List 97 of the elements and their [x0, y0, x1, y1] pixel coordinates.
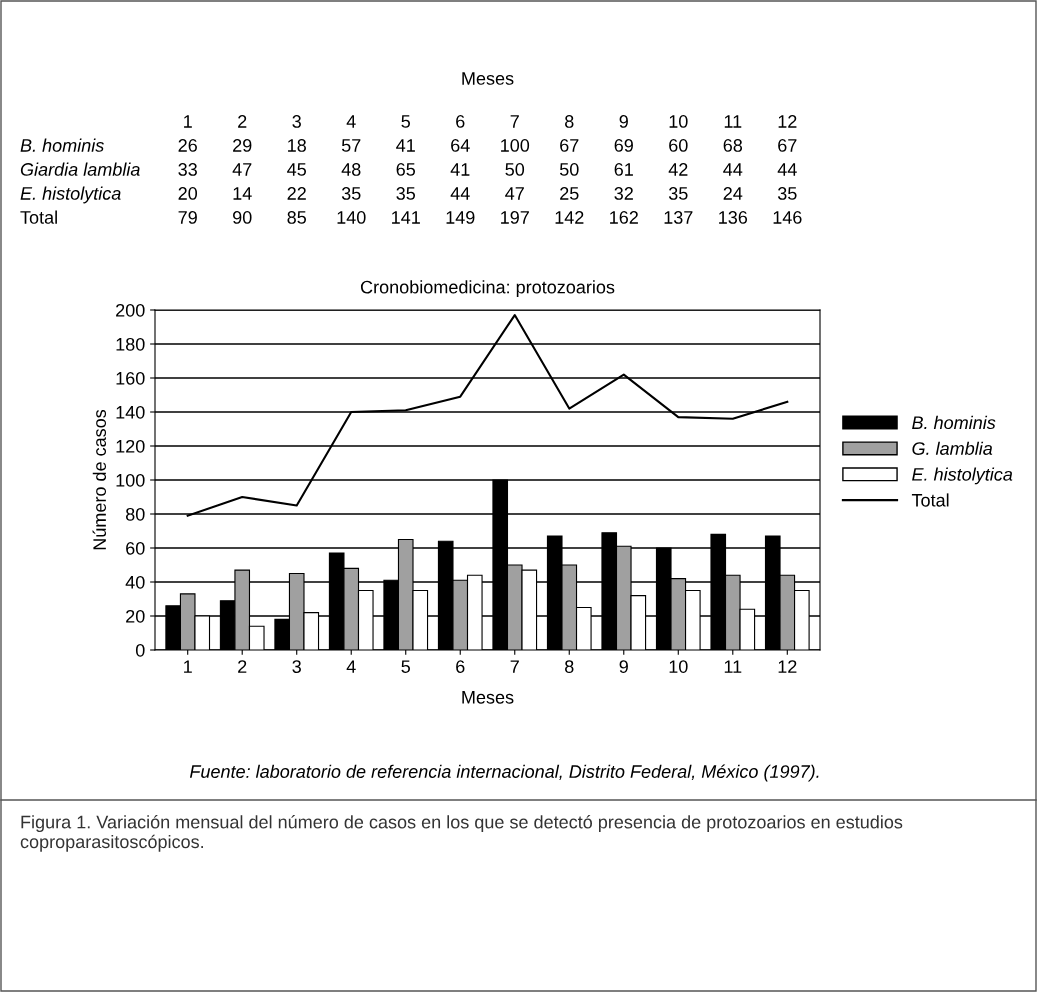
x-tick-label: 2	[238, 660, 247, 673]
data-label: 14	[233, 187, 252, 200]
x-tick-label: 11	[724, 660, 742, 673]
data-label: 69	[614, 139, 633, 152]
data-label: 90	[233, 211, 252, 224]
data-label: 67	[560, 139, 579, 152]
y-tick-label: 200	[116, 303, 145, 317]
x-tick-label: 7	[510, 660, 519, 673]
category-label: 7	[510, 115, 519, 128]
y-tick-label: 180	[116, 337, 145, 351]
data-label: 35	[777, 187, 797, 200]
data-label: 41	[396, 139, 415, 152]
data-label: 50	[505, 163, 525, 176]
category-label: 5	[401, 115, 410, 128]
data-label: 146	[773, 211, 802, 224]
data-label: 33	[178, 163, 197, 176]
data-label: 35	[668, 187, 688, 200]
data-label: 44	[723, 163, 743, 176]
data-label: 18	[288, 139, 306, 152]
y-tick-label: 160	[116, 371, 145, 385]
data-label: 26	[178, 139, 197, 152]
category-label: 12	[778, 115, 797, 128]
source-note: Fuente: laboratorio de referencia internacional, Distrito Federal, México (1997).	[189, 764, 819, 782]
category-label: 8	[565, 115, 574, 128]
data-label: 140	[337, 211, 366, 224]
category-label: 6	[456, 115, 465, 128]
y-tick-label: 120	[116, 439, 145, 453]
category-label: 2	[238, 115, 247, 128]
x-tick-label: 1	[184, 660, 192, 673]
data-label: 45	[287, 163, 307, 176]
data-label: 64	[451, 139, 470, 152]
data-label: 61	[614, 163, 633, 176]
x-tick-label: 10	[669, 660, 688, 673]
data-label: 47	[505, 187, 524, 200]
data-label: 57	[341, 139, 361, 152]
data-label: 35	[341, 187, 361, 200]
data-label: 162	[610, 211, 638, 224]
legend-label: E. histolytica	[912, 467, 1013, 485]
legend-label: G. lamblia	[912, 441, 993, 455]
x-tick-label: 3	[292, 660, 301, 673]
data-label: 32	[614, 187, 633, 200]
x-tick-label: 5	[401, 660, 410, 673]
data-label: 68	[723, 139, 743, 152]
legend-label: Total	[911, 493, 949, 507]
data-label: 137	[664, 211, 693, 224]
x-axis-title: Meses	[462, 691, 514, 704]
category-label: 1	[184, 115, 192, 128]
category-label: 3	[292, 115, 301, 128]
data-label: 47	[232, 163, 252, 176]
data-label: 60	[669, 139, 688, 152]
text: Figura 1. Variación mensual del número de casos en los que se detectó presencia de protozoarios en estudios coproparasitoscópicos.	[20, 815, 903, 852]
data-label: 197	[501, 211, 529, 224]
x-tick-label: 9	[619, 660, 628, 673]
data-label: 149	[446, 211, 475, 224]
data-label: 100	[501, 139, 530, 152]
legend-label: B. hominis	[912, 415, 996, 430]
y-tick-label: 20	[126, 609, 145, 623]
data-label: 50	[559, 163, 579, 176]
data-label: 79	[178, 211, 197, 224]
data-label: 44	[450, 187, 470, 200]
category-label: 9	[619, 115, 628, 128]
y-tick-label: 40	[125, 575, 145, 589]
y-tick-label: 80	[125, 507, 145, 521]
data-label: 142	[555, 211, 584, 224]
data-label: 24	[723, 187, 743, 200]
x-tick-label: 4	[346, 660, 356, 673]
data-label: 35	[396, 187, 416, 200]
data-label: 22	[287, 187, 306, 200]
data-label: 29	[233, 139, 252, 152]
text: B. hominis	[20, 138, 104, 152]
data-label: 20	[178, 187, 198, 200]
y-tick-label: 0	[135, 643, 145, 657]
text: Total	[20, 210, 57, 224]
data-label: 25	[560, 187, 579, 200]
y-axis-title: Número de casos	[92, 409, 107, 550]
category-label: 11	[724, 115, 742, 128]
text: Meses	[462, 72, 514, 85]
category-label: 4	[346, 115, 356, 128]
data-label: 65	[396, 163, 416, 176]
data-label: 42	[668, 163, 688, 176]
data-label: 141	[392, 211, 420, 224]
data-label: 85	[287, 211, 307, 224]
x-tick-label: 8	[565, 660, 574, 673]
y-tick-label: 100	[116, 473, 145, 487]
category-label: 10	[669, 115, 688, 128]
x-tick-label: 12	[778, 660, 797, 673]
data-label: 48	[341, 163, 361, 176]
y-tick-label: 60	[126, 541, 145, 555]
data-label: 44	[777, 163, 797, 176]
data-label: 136	[719, 211, 748, 224]
data-label: 67	[778, 139, 797, 152]
text: E. histolytica	[20, 186, 121, 204]
text: Giardia lamblia	[20, 162, 140, 176]
chart-title: Cronobiomedicina: protozoarios	[360, 280, 615, 298]
x-tick-label: 6	[456, 660, 465, 673]
y-tick-label: 140	[116, 405, 145, 419]
data-label: 41	[450, 163, 470, 176]
